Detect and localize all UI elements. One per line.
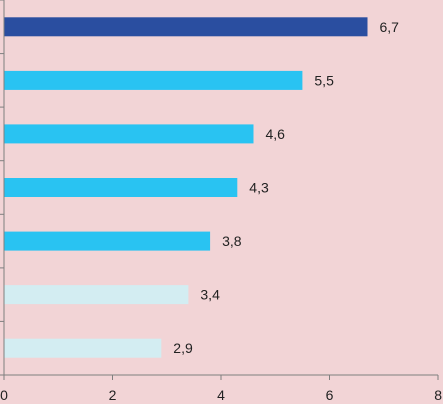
x-tick-label-6: 6 [326,387,334,403]
bar-5 [4,231,211,251]
bar-6 [4,285,189,305]
data-label-4: 4,3 [249,180,269,196]
bar-3 [4,124,254,144]
bar-1 [4,17,368,37]
data-label-6: 3,4 [200,287,220,303]
x-tick-label-4: 4 [217,387,225,403]
data-label-2: 5,5 [314,72,334,88]
x-tick-label-2: 2 [109,387,117,403]
bar-7 [4,338,162,358]
data-labels: 6,7 5,5 4,6 4,3 3,8 3,4 2,9 [173,19,399,356]
x-tick-label-0: 0 [0,387,8,403]
bar-4 [4,178,238,197]
data-label-1: 6,7 [380,19,400,35]
bars [4,17,368,358]
data-label-5: 3,8 [222,233,242,249]
data-label-7: 2,9 [173,340,193,356]
x-tick-label-8: 8 [434,387,442,403]
bar-2 [4,70,303,90]
data-label-3: 4,6 [266,126,286,142]
